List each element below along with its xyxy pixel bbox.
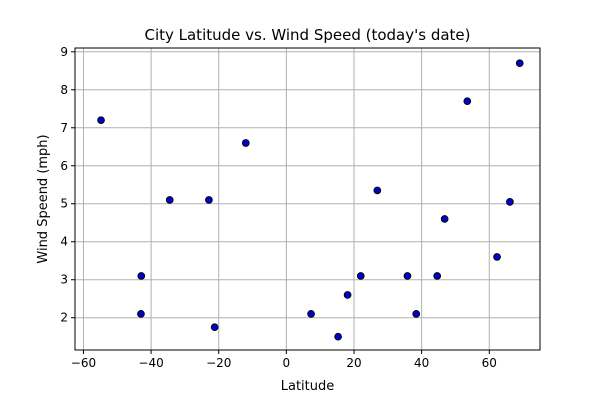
y-tick-label: 4	[60, 235, 68, 249]
x-tick-label: 60	[482, 356, 497, 370]
scatter-point	[440, 215, 449, 223]
y-tick-label: 6	[60, 159, 68, 173]
scatter-point	[412, 310, 421, 318]
x-tick-label: −60	[71, 356, 96, 370]
scatter-point	[506, 197, 514, 206]
y-tick-label: 2	[60, 311, 68, 325]
y-tick-label: 9	[60, 45, 68, 59]
x-tick-label: −40	[138, 356, 163, 370]
x-axis-label: Latitude	[281, 379, 335, 394]
scatter-point	[307, 310, 315, 318]
y-tick-label: 5	[60, 197, 68, 211]
scatter-point	[137, 272, 146, 280]
scatter-point	[463, 97, 472, 106]
scatter-point	[334, 332, 342, 341]
scatter-point	[210, 323, 219, 332]
y-axis-label: Wind Speend (mph)	[36, 134, 51, 263]
scatter-point	[356, 272, 365, 280]
scatter-point	[403, 272, 412, 280]
x-tick-label: −20	[206, 356, 231, 370]
scatter-point	[433, 272, 442, 280]
y-tick-label: 8	[60, 83, 68, 97]
plot-frame	[74, 47, 541, 351]
scatter-point	[373, 186, 382, 195]
scatter-point	[205, 196, 213, 204]
scatter-point	[343, 291, 352, 299]
x-tick-label: 0	[283, 356, 291, 370]
x-tick-label: 40	[414, 356, 429, 370]
y-tick-label: 3	[60, 273, 68, 287]
y-tick-label: 7	[60, 121, 68, 135]
scatter-point	[241, 139, 250, 147]
scatter-point	[137, 310, 145, 318]
scatter-point	[515, 59, 524, 68]
scatter-point	[97, 116, 105, 125]
scatter-point	[165, 196, 174, 204]
x-tick-label: 20	[346, 356, 361, 370]
chart-title: City Latitude vs. Wind Speed (today's da…	[144, 26, 470, 44]
scatter-point	[493, 253, 501, 261]
